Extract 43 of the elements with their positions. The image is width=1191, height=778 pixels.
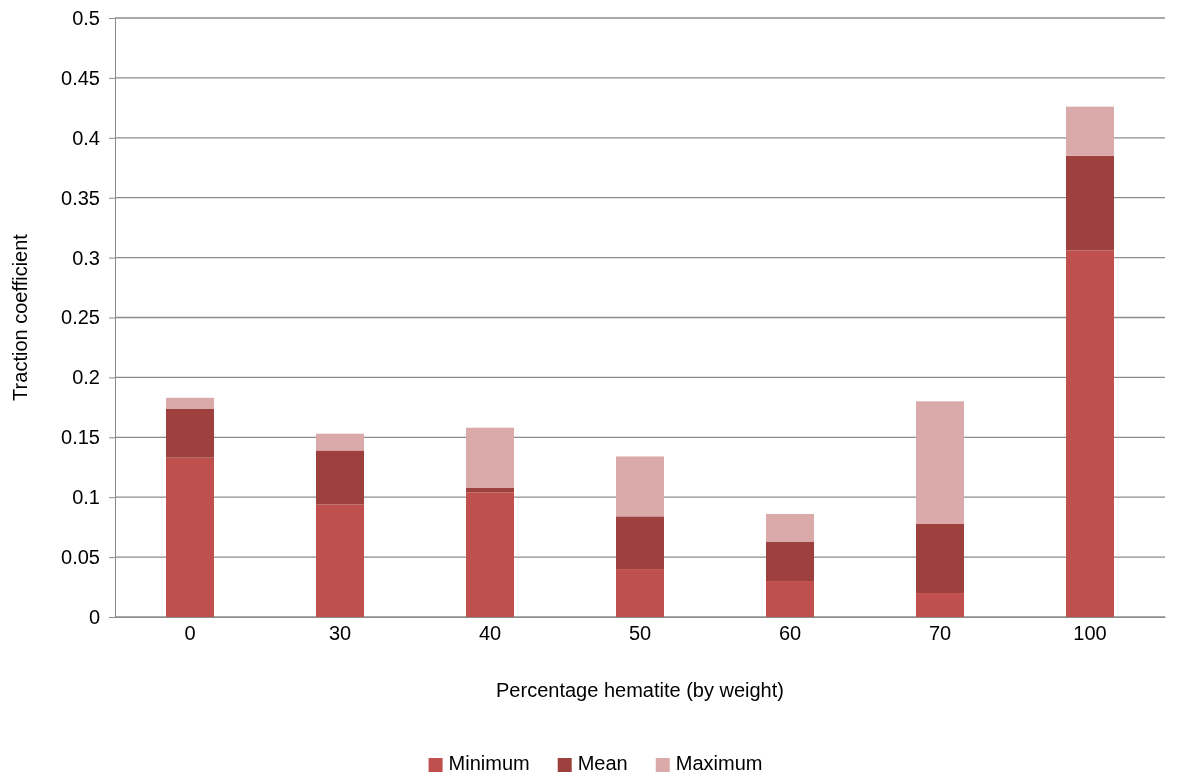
bar [316, 450, 364, 505]
bar [166, 397, 214, 409]
bar [1066, 250, 1114, 617]
x-tick-label: 70 [928, 622, 952, 644]
bar [916, 593, 964, 617]
y-tick-label: 0.1 [72, 486, 100, 509]
bar [616, 516, 664, 570]
x-tick-label: 60 [778, 622, 802, 644]
bar [616, 456, 664, 517]
bar [766, 581, 814, 617]
legend-label: Minimum [448, 752, 530, 774]
bar [466, 427, 514, 488]
x-axis-title: Percentage hematite (by weight) [496, 679, 784, 701]
bar [166, 457, 214, 617]
legend-label: Maximum [675, 752, 763, 774]
bar [316, 433, 364, 451]
bar [616, 569, 664, 617]
bar [316, 504, 364, 617]
bar [766, 513, 814, 542]
bar [916, 401, 964, 524]
y-axis-title: Traction coefficient [9, 233, 31, 401]
bar [1066, 155, 1114, 251]
x-tick-label: 0 [184, 622, 196, 644]
x-tick-label: 50 [628, 622, 652, 644]
y-tick-label: 0.3 [72, 246, 100, 269]
bar [166, 408, 214, 458]
y-tick-label: 0.5 [72, 6, 100, 29]
legend-label: Mean [577, 752, 628, 774]
x-tick-label: 40 [478, 622, 502, 644]
bar [916, 523, 964, 594]
y-tick-label: 0 [88, 605, 100, 628]
y-tick-label: 0.4 [72, 126, 100, 149]
y-tick-label: 0.15 [61, 426, 100, 449]
bar [766, 541, 814, 582]
y-tick-label: 0.45 [61, 66, 100, 89]
bar [1066, 106, 1114, 156]
bar [466, 492, 514, 617]
y-tick-label: 0.2 [72, 366, 100, 389]
y-tick-label: 0.25 [61, 306, 100, 329]
y-tick-label: 0.35 [61, 186, 100, 209]
y-tick-label: 0.05 [61, 546, 100, 568]
x-tick-label: 30 [328, 622, 352, 644]
x-tick-label: 100 [1073, 622, 1107, 644]
